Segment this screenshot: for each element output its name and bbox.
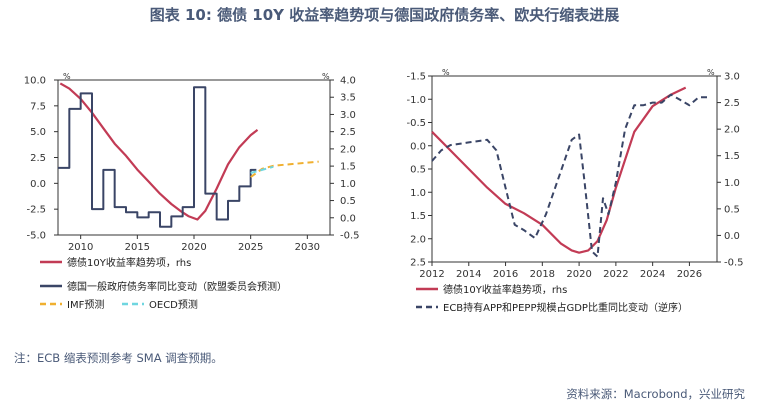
- right-axis-tick-label: 1.0: [724, 178, 740, 189]
- figure-source: 资料来源：Macrobond，兴业研究: [566, 387, 745, 401]
- x-axis-tick-label: 2022: [603, 269, 628, 280]
- x-axis-tick-label: 2020: [566, 269, 591, 280]
- figure-note: 注：ECB 缩表预测参考 SMA 调查预期。: [14, 351, 223, 365]
- left-axis-tick-label: -0.5: [406, 118, 426, 129]
- right-axis-tick-label: 4.0: [340, 76, 356, 87]
- left-axis-unit: %: [63, 72, 71, 81]
- right-axis-tick-label: 3.5: [340, 93, 356, 104]
- left-axis-tick-label: 2.5: [410, 258, 426, 269]
- legend-label: 德国一般政府债务率同比变动（欧盟委员会预测）: [67, 280, 287, 293]
- left-axis-tick-label: 0.5: [410, 165, 426, 176]
- x-axis-tick-label: 2014: [456, 269, 481, 280]
- left-axis-tick-label: 2.5: [30, 153, 46, 164]
- x-axis-tick-label: 2016: [493, 269, 518, 280]
- left-axis-unit: %: [442, 68, 450, 77]
- series-line-2: [58, 86, 257, 228]
- right-axis-tick-label: 0.0: [724, 231, 740, 242]
- right-axis-tick-label: -0.5: [724, 258, 744, 269]
- plot-frame: [431, 75, 718, 263]
- x-axis-tick-label: 2018: [530, 269, 555, 280]
- left-axis-tick-label: 0.0: [30, 179, 46, 190]
- left-axis-tick-label: 0.0: [410, 141, 426, 152]
- right-axis-tick-label: 2.0: [724, 125, 740, 136]
- left-axis-tick-label: 1.0: [410, 188, 426, 199]
- left-axis-tick-label: -1.5: [406, 72, 426, 83]
- left-axis-tick-label: -5.0: [26, 231, 46, 242]
- x-axis-tick-label: 2024: [640, 269, 665, 280]
- left-axis-tick-label: -1.0: [406, 95, 426, 106]
- right-axis-tick-label: 3.0: [724, 72, 740, 83]
- left-axis-tick-label: 2.0: [410, 234, 426, 245]
- right-axis-tick-label: -0.5: [340, 231, 360, 242]
- right-axis-unit: %: [707, 68, 715, 77]
- x-axis-tick-label: 2015: [125, 242, 150, 253]
- legend-label: OECD预测: [149, 298, 198, 311]
- legend-label: ECB持有APP和PEPP规模占GDP比重同比变动（逆序）: [443, 301, 688, 314]
- series-line-1: [59, 82, 259, 221]
- right-axis-unit: %: [322, 72, 330, 81]
- series-line-1: [431, 86, 687, 254]
- x-axis-tick-label: 2025: [238, 242, 263, 253]
- x-axis-tick-label: 2030: [295, 242, 320, 253]
- legend-label: 德债10Y收益率趋势项，rhs: [67, 256, 191, 269]
- legend-label: IMF预测: [67, 298, 104, 311]
- left-axis-tick-label: 10.0: [24, 76, 46, 87]
- x-axis-tick-label: 2010: [68, 242, 93, 253]
- left-axis-tick-label: 7.5: [30, 101, 46, 112]
- right-axis-tick-label: 1.5: [724, 151, 740, 162]
- left-axis-tick-label: -2.5: [26, 205, 46, 216]
- x-axis-tick-label: 2020: [181, 242, 206, 253]
- x-axis-tick-label: 2026: [677, 269, 702, 280]
- x-axis-tick-label: 2012: [419, 269, 444, 280]
- right-axis-tick-label: 1.0: [340, 179, 356, 190]
- right-axis-tick-label: 0.5: [724, 204, 740, 215]
- right-axis-tick-label: 2.5: [340, 127, 356, 138]
- right-axis-tick-label: 1.5: [340, 162, 356, 173]
- right-axis-tick-label: 2.0: [340, 144, 356, 155]
- legend-label: 德债10Y收益率趋势项，rhs: [443, 283, 567, 296]
- right-axis-tick-label: 2.5: [724, 98, 740, 109]
- right-axis-tick-label: 3.0: [340, 110, 356, 121]
- right-axis-tick-label: 0.5: [340, 196, 356, 207]
- series-line-2: [431, 93, 708, 258]
- left-axis-tick-label: 1.5: [410, 211, 426, 222]
- figure-title: 图表 10: 德债 10Y 收益率趋势项与德国政府债务率、欧央行缩表进展: [149, 6, 620, 24]
- left-axis-tick-label: 5.0: [30, 127, 46, 138]
- series-line-4: [250, 165, 274, 174]
- right-axis-tick-label: 0.0: [340, 213, 356, 224]
